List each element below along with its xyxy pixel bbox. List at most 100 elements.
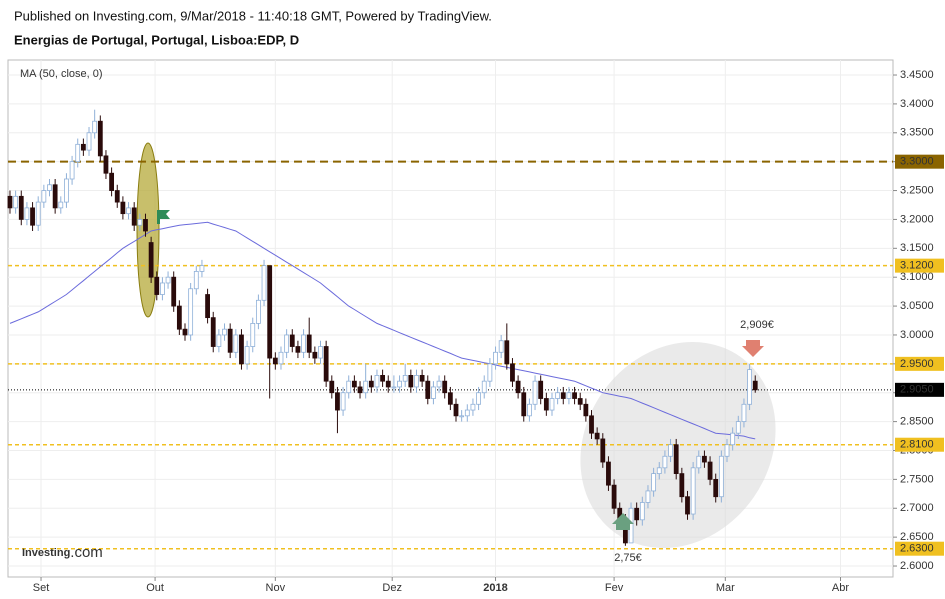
candle-body	[696, 455, 702, 469]
candle-body	[188, 288, 194, 336]
candle-body	[702, 455, 707, 463]
y-tick-label: 2.8500	[900, 416, 934, 428]
candle-body	[210, 317, 216, 347]
candle-body	[589, 415, 594, 434]
candle-body	[97, 120, 103, 157]
candle-body	[402, 374, 408, 382]
candle-body	[357, 386, 363, 394]
candle-body	[92, 120, 98, 134]
candle-body	[171, 276, 177, 307]
level-box	[895, 437, 944, 452]
candle-body	[504, 340, 510, 365]
x-tick-label: Fev	[605, 582, 624, 594]
candle-body	[131, 207, 137, 226]
candle-body	[431, 386, 436, 399]
logo-brand: Investing	[22, 547, 70, 559]
candle-body	[673, 444, 679, 474]
y-tick-label: 3.0500	[900, 300, 934, 312]
annotation: 2,909€	[740, 319, 774, 331]
symbol-title: Energias de Portugal, Portugal, Lisboa:E…	[14, 32, 299, 47]
candle-body	[447, 392, 453, 405]
candle-body	[176, 305, 182, 330]
candle-body	[459, 415, 465, 418]
candle-body	[385, 380, 391, 388]
x-tick-label: 2018	[483, 582, 507, 594]
candle-body	[515, 380, 521, 394]
candle-body	[154, 276, 160, 295]
candle-body	[35, 201, 41, 226]
candle-body	[52, 184, 58, 209]
candle-body	[64, 178, 69, 203]
candle-body	[244, 346, 250, 365]
candle-body	[351, 380, 357, 388]
level-label: 2.9050	[900, 384, 934, 396]
candle-body	[600, 438, 606, 463]
candle-body	[651, 473, 657, 492]
candle-body	[329, 380, 335, 394]
candle-body	[193, 271, 199, 290]
candle-body	[747, 369, 752, 405]
candle-body	[58, 201, 64, 209]
logo-suffix: .com	[70, 544, 103, 561]
candle-body	[80, 143, 86, 151]
candle-body	[126, 207, 131, 215]
candle-body	[521, 392, 527, 417]
candle-body	[75, 143, 81, 163]
candle-body	[284, 334, 290, 353]
ma-line	[9, 221, 756, 440]
candle-body	[233, 334, 239, 353]
candle-body	[47, 184, 52, 191]
published-note: Published on Investing.com, 9/Mar/2018 -…	[14, 8, 492, 23]
x-tick-label: Dez	[382, 582, 402, 594]
flag-marker	[157, 210, 170, 224]
candle-body	[7, 195, 13, 209]
candle-body	[538, 380, 544, 399]
candle-body	[690, 467, 696, 515]
y-tick-label: 3.0000	[900, 329, 934, 341]
candle-body	[419, 374, 425, 382]
level-label: 2.8100	[900, 439, 934, 451]
candle-body	[18, 195, 24, 220]
candle-body	[227, 328, 233, 353]
candle-body	[318, 346, 323, 359]
down-arrow	[742, 340, 764, 357]
candles	[7, 109, 758, 546]
candle-body	[679, 473, 685, 498]
candle-body	[713, 478, 719, 498]
candle-body	[730, 432, 736, 446]
candle-body	[425, 380, 431, 399]
candle-body	[572, 392, 577, 399]
candle-body	[453, 403, 459, 417]
candle-body	[594, 432, 600, 440]
candle-body	[498, 340, 504, 353]
candle-body	[120, 201, 126, 215]
candle-body	[634, 507, 640, 521]
candle-body	[368, 380, 374, 388]
candle-body	[560, 392, 566, 399]
candle-body	[295, 346, 301, 353]
candle-body	[109, 172, 115, 191]
candle-body	[340, 392, 346, 411]
plot-frame	[7, 59, 894, 578]
candle-body	[611, 484, 617, 509]
up-arrow	[612, 513, 634, 530]
candle-body	[549, 398, 555, 411]
level-box	[895, 382, 944, 397]
y-tick-label: 2.7000	[900, 502, 934, 514]
axes: 2.60002.65002.70002.75002.80002.85002.90…	[33, 69, 944, 594]
candle-body	[397, 380, 402, 388]
candle-body	[566, 392, 572, 399]
candle-body	[408, 374, 414, 388]
candle-body	[114, 190, 120, 203]
x-tick-label: Set	[33, 582, 50, 594]
candle-body	[301, 334, 306, 353]
candle-body	[250, 323, 256, 347]
candle-body	[543, 398, 549, 411]
y-tick-label: 3.4500	[900, 69, 934, 81]
level-box	[895, 541, 944, 556]
candle-body	[668, 444, 673, 457]
candle-body	[306, 334, 312, 353]
candle-body	[199, 265, 205, 272]
candle-body	[267, 265, 273, 359]
candle-body	[470, 403, 476, 411]
